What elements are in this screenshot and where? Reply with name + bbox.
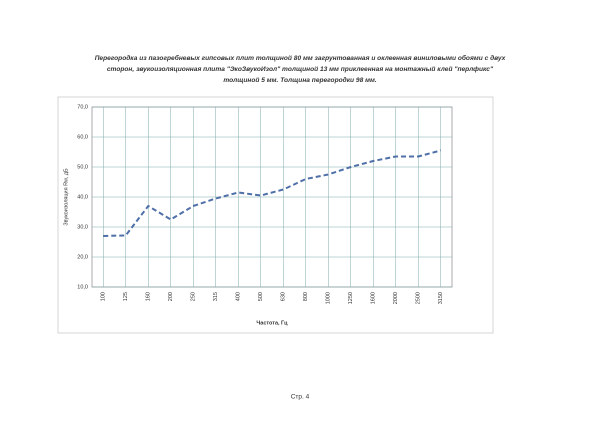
x-tick-label: 1000 [326,292,332,304]
x-tick-label: 125 [123,292,129,301]
x-tick-label: 1250 [348,292,354,304]
chart-title: толщиной 5 мм. Толщина перегородки 98 мм… [223,76,376,84]
y-tick-label: 60,0 [77,134,88,140]
chart-title: сторон, звукоизоляционная плита "ЭкоЗвук… [107,65,494,73]
x-tick-label: 3150 [438,292,444,304]
data-line [103,149,442,237]
x-axis-label: Частота, Гц [256,320,288,326]
x-tick-label: 1600 [371,292,377,304]
x-tick-label: 500 [258,292,264,301]
y-tick-label: 50,0 [77,164,88,170]
x-tick-label: 630 [281,292,287,301]
y-tick-label: 40,0 [77,194,88,200]
page-number: Стр. 4 [291,394,310,401]
x-tick-label: 315 [213,292,219,301]
y-axis-label: Звукоизоляция Rw, дБ [63,168,69,226]
x-tick-label: 400 [236,292,242,301]
y-tick-label: 30,0 [77,224,88,230]
x-tick-label: 2000 [393,292,399,304]
x-tick-label: 160 [146,292,152,301]
x-tick-label: 100 [101,292,107,301]
x-tick-label: 250 [191,292,197,301]
y-tick-label: 20,0 [77,254,88,260]
y-tick-label: 10,0 [77,284,88,290]
x-tick-label: 200 [168,292,174,301]
x-tick-label: 800 [303,292,309,301]
x-tick-label: 2500 [416,292,422,304]
chart-title: Перегородка из пазогребневых гипсовых пл… [95,54,506,62]
y-tick-label: 70,0 [77,104,88,110]
